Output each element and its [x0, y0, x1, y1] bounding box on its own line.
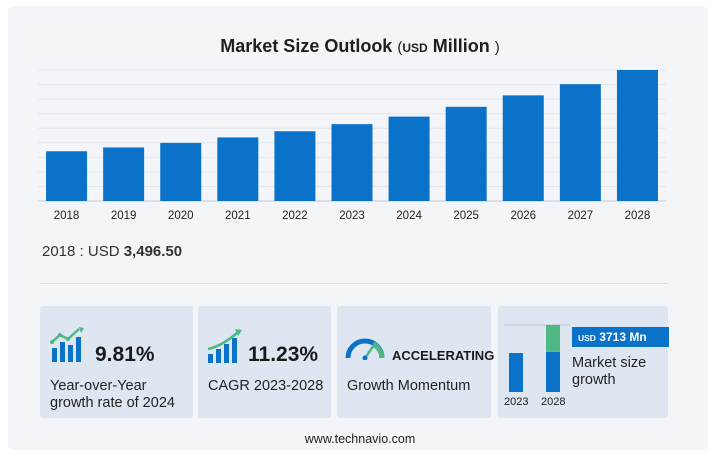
x-tick-label: 2018	[54, 210, 80, 222]
cagr-label: CAGR 2023-2028	[208, 378, 324, 394]
x-tick-label: 2019	[111, 210, 137, 222]
bar-2020	[160, 142, 202, 201]
growth-label-line2: growth	[572, 372, 616, 388]
yoy-label: Year-over-Year growth rate of 2024	[50, 378, 175, 412]
growth-label: Market size growth	[572, 355, 646, 389]
title-unit-usd: USD	[402, 41, 428, 55]
base-year-value: 2018 : USD 3,496.50	[42, 243, 182, 260]
yoy-value: 9.81%	[95, 343, 155, 366]
x-tick-label: 2027	[568, 210, 594, 222]
bar-2024	[388, 116, 430, 201]
bar-2018	[46, 151, 88, 201]
bar-2025	[445, 106, 487, 201]
divider	[40, 283, 668, 284]
growth-badge-unit: USD	[578, 333, 596, 343]
title-paren-close: )	[494, 39, 500, 56]
x-tick-label: 2020	[168, 210, 194, 222]
bar-2022	[274, 131, 316, 201]
bar-2021	[217, 137, 259, 201]
cagr-value: 11.23%	[248, 343, 319, 366]
bar-2023	[331, 124, 373, 201]
growth-badge: USD 3713 Mn	[572, 327, 669, 347]
momentum-label: Growth Momentum	[347, 378, 471, 394]
mini-year-start: 2023	[504, 396, 529, 408]
mini-bar-start	[509, 353, 523, 392]
bar-2026	[502, 95, 544, 201]
x-tick-label: 2022	[282, 210, 308, 222]
market-size-growth-card: 2023 2028 USD 3713 Mn Market size growth	[498, 306, 669, 418]
bar-chart: 2018 2019 2020 2021 2022 2023 2024 2025 2026 2027…	[38, 69, 666, 222]
speedometer-icon	[345, 338, 385, 360]
x-tick-label: 2028	[625, 210, 651, 222]
x-tick-label: 2024	[396, 210, 422, 222]
title-paren-open: (	[397, 39, 403, 56]
yoy-label-line2: growth rate of 2024	[50, 395, 175, 411]
chart-bars	[46, 70, 658, 201]
momentum-value: ACCELERATING	[392, 348, 495, 363]
bar-2019	[103, 147, 145, 201]
footer-url: www.technavio.com	[304, 432, 416, 446]
growth-mini-chart	[504, 324, 570, 392]
growth-label-line1: Market size	[572, 355, 647, 371]
yoy-label-line1: Year-over-Year	[50, 378, 147, 394]
mini-bar-end-base	[546, 351, 560, 392]
x-tick-label: 2021	[225, 210, 251, 222]
momentum-card: ACCELERATING Growth Momentum	[337, 306, 495, 418]
mini-year-end: 2028	[541, 396, 566, 408]
title-text: Market Size Outlook	[220, 36, 393, 56]
mini-bar-end-growth	[546, 325, 560, 352]
bar-2028	[616, 70, 658, 201]
trend-bars-icon	[207, 329, 242, 363]
bar-2027	[559, 84, 601, 201]
x-tick-label: 2023	[339, 210, 365, 222]
title-unit-million: Million	[432, 36, 490, 56]
chart-x-ticks: 2018 2019 2020 2021 2022 2023 2024 2025 2026 2027…	[54, 210, 651, 222]
x-tick-label: 2026	[510, 210, 536, 222]
growth-chart-icon	[50, 327, 84, 362]
cagr-card: 11.23% CAGR 2023-2028	[198, 306, 331, 418]
base-year-amount: 3,496.50	[123, 243, 183, 260]
x-tick-label: 2025	[453, 210, 479, 222]
chart-title: Market Size Outlook (USD Million )	[0, 36, 720, 57]
growth-badge-value: 3713 Mn	[599, 330, 647, 344]
base-year-label: 2018 : USD	[42, 243, 120, 260]
yoy-growth-card: 9.81% Year-over-Year growth rate of 2024	[40, 306, 193, 418]
